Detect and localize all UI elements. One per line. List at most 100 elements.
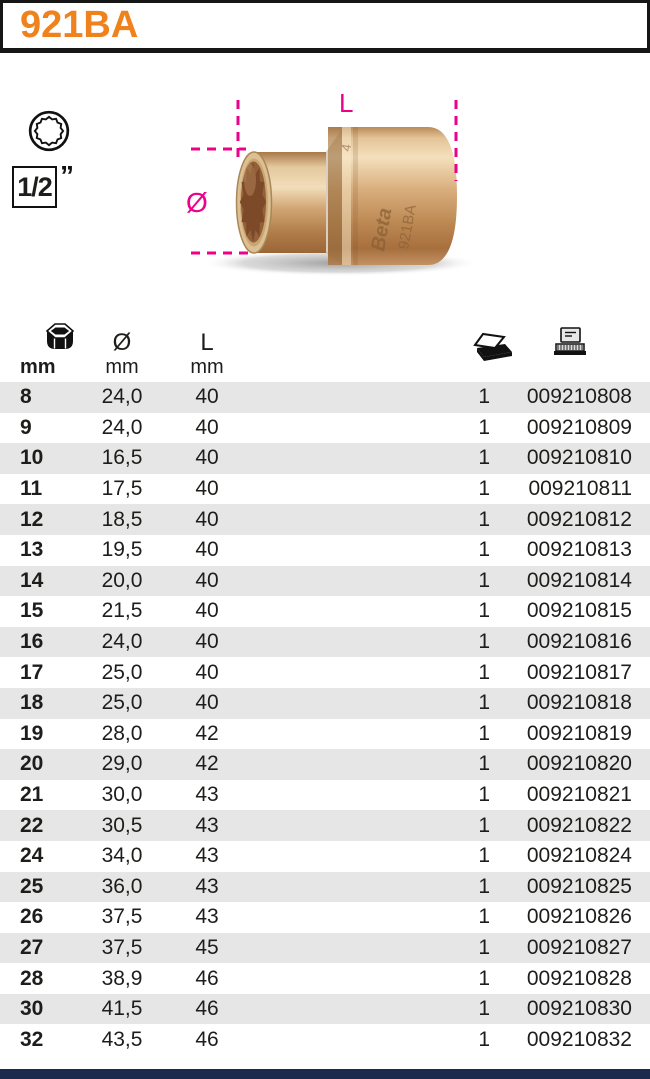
cell-diameter: 16,5: [101, 446, 143, 470]
cell-length: 43: [195, 813, 219, 837]
table-row: 18 25,0 40 1 009210818: [0, 687, 650, 719]
cell-diameter: 37,5: [101, 935, 143, 959]
cell-size: 17: [20, 660, 44, 684]
cell-code: 009210832: [526, 1027, 632, 1051]
cell-diameter: 34,0: [101, 844, 143, 868]
cell-code: 009210810: [526, 446, 632, 470]
cell-size: 21: [20, 783, 44, 807]
cell-pack: 1: [478, 630, 490, 654]
cell-pack: 1: [478, 691, 490, 715]
cell-code: 009210822: [526, 813, 632, 837]
table-row: 26 37,5 43 1 009210826: [0, 902, 650, 933]
cell-length: 43: [195, 874, 219, 898]
table-row: 22 30,5 43 1 009210822: [0, 810, 650, 841]
page-title: 921BA: [20, 4, 139, 46]
cell-length: 40: [195, 599, 219, 623]
table-row: 13 19,5 40 1 009210813: [0, 535, 650, 566]
cell-length: 40: [195, 568, 219, 592]
cell-pack: 1: [478, 935, 490, 959]
cell-diameter: 17,5: [101, 477, 143, 501]
cell-diameter: 24,0: [101, 630, 143, 654]
cell-diameter: 19,5: [101, 538, 143, 562]
cell-diameter: 18,5: [101, 507, 143, 531]
cell-pack: 1: [478, 477, 490, 501]
cell-size: 26: [20, 905, 44, 929]
table-row: 28 38,9 46 1 009210828: [0, 963, 650, 994]
cell-length: 46: [195, 1027, 219, 1051]
table-body: 8 24,0 40 1 009210808 9 24,0 40 1 009210809 10 16,5…: [0, 382, 650, 1055]
length-dim-label: L: [339, 88, 353, 118]
size-unit-label: mm: [20, 356, 56, 378]
cell-length: 46: [195, 997, 219, 1021]
cell-pack: 1: [478, 783, 490, 807]
drive-size-badge: 1/2 ”: [12, 160, 86, 208]
cell-size: 13: [20, 538, 44, 562]
cell-length: 40: [195, 446, 219, 470]
pack-quantity-icon: [473, 332, 512, 361]
cell-size: 12: [20, 507, 44, 531]
cell-length: 42: [195, 752, 219, 776]
cell-code: 009210820: [526, 752, 632, 776]
cell-size: 16: [20, 630, 44, 654]
cell-diameter: 37,5: [101, 905, 143, 929]
cell-size: 19: [20, 721, 44, 745]
cell-code: 009210818: [526, 691, 632, 715]
cell-code: 009210815: [526, 599, 632, 623]
cell-length: 46: [195, 966, 219, 990]
cell-diameter: 24,0: [101, 385, 143, 409]
column-length-header: L mm: [164, 329, 250, 379]
cell-pack: 1: [478, 1027, 490, 1051]
diameter-unit-label: mm: [105, 356, 139, 378]
hex-nut-icon: [45, 323, 75, 349]
cell-code: 009210811: [528, 477, 632, 501]
cell-code: 009210824: [526, 844, 632, 868]
cell-diameter: 25,0: [101, 691, 143, 715]
table-row: 20 29,0 42 1 009210820: [0, 749, 650, 780]
cell-size: 27: [20, 935, 44, 959]
length-unit-label: mm: [190, 356, 224, 378]
cell-length: 42: [195, 721, 219, 745]
table-row: 25 36,0 43 1 009210825: [0, 871, 650, 903]
product-code-header: 921BA: [0, 0, 650, 53]
cell-size: 32: [20, 1027, 44, 1051]
cell-pack: 1: [478, 844, 490, 868]
cell-length: 40: [195, 630, 219, 654]
table-row: 32 43,5 46 1 009210832: [0, 1024, 650, 1055]
cell-diameter: 43,5: [101, 1027, 143, 1051]
table-row: 30 41,5 46 1 009210830: [0, 993, 650, 1025]
cell-size: 20: [20, 752, 44, 776]
cell-diameter: 41,5: [101, 997, 143, 1021]
table-row: 15 21,5 40 1 009210815: [0, 596, 650, 627]
cell-code: 009210830: [526, 997, 632, 1021]
cell-length: 40: [195, 538, 219, 562]
cell-diameter: 30,0: [101, 783, 143, 807]
cell-code: 009210816: [526, 630, 632, 654]
cell-pack: 1: [478, 813, 490, 837]
length-symbol: L: [200, 329, 214, 356]
table-row: 9 24,0 40 1 009210809: [0, 413, 650, 444]
cell-length: 40: [195, 691, 219, 715]
cell-pack: 1: [478, 385, 490, 409]
cell-pack: 1: [478, 568, 490, 592]
table-row: 11 17,5 40 1 009210811: [0, 474, 650, 505]
diameter-dim-label: Ø: [186, 187, 208, 218]
diameter-symbol: Ø: [112, 329, 132, 356]
cell-pack: 1: [478, 507, 490, 531]
cell-pack: 1: [478, 752, 490, 776]
cell-size: 10: [20, 446, 44, 470]
table-row: 19 28,0 42 1 009210819: [0, 719, 650, 750]
cell-diameter: 25,0: [101, 660, 143, 684]
cell-pack: 1: [478, 538, 490, 562]
product-code-icon: [554, 327, 586, 355]
table-row: 10 16,5 40 1 009210810: [0, 443, 650, 474]
cell-pack: 1: [478, 415, 490, 439]
cell-code: 009210825: [526, 874, 632, 898]
cell-size: 24: [20, 844, 44, 868]
cell-length: 40: [195, 507, 219, 531]
cell-size: 15: [20, 599, 44, 623]
cell-diameter: 29,0: [101, 752, 143, 776]
cell-pack: 1: [478, 874, 490, 898]
dimension-lines: [191, 100, 458, 255]
cell-code: 009210812: [526, 507, 632, 531]
cell-code: 009210826: [526, 905, 632, 929]
